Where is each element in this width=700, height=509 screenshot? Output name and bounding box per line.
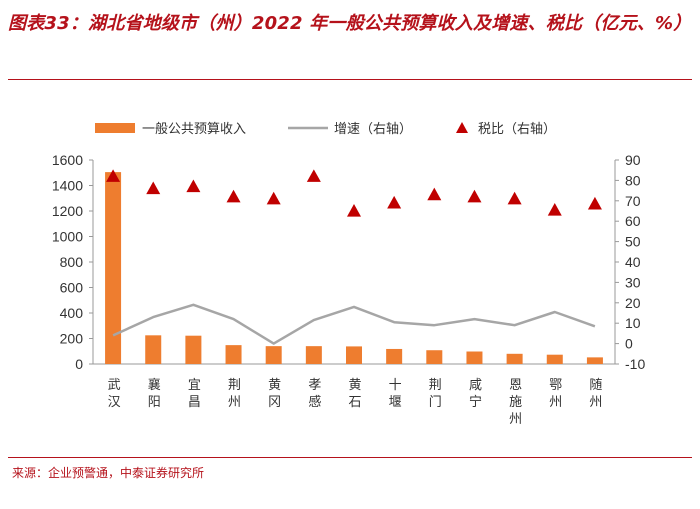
- right-axis-tick-label: 90: [625, 152, 641, 168]
- right-axis-tick-label: 10: [625, 315, 641, 331]
- right-axis-tick-label: -10: [625, 356, 645, 372]
- revenue-bar: [386, 348, 403, 364]
- category-label: 鄂州: [549, 378, 562, 410]
- revenue-bar: [426, 350, 443, 364]
- legend-label-growth: 增速（右轴）: [334, 122, 412, 137]
- category-label: 孝感: [308, 378, 321, 410]
- revenue-bar: [265, 346, 282, 364]
- right-axis-tick-label: 40: [625, 254, 641, 270]
- left-axis-tick-label: 400: [60, 305, 84, 321]
- right-axis-tick-label: 50: [625, 234, 641, 250]
- revenue-bar: [506, 353, 523, 364]
- chart-title: 图表33：湖北省地级市（州）2022 年一般公共预算收入及增速、税比（亿元、%）: [8, 13, 692, 34]
- legend-label-revenue: 一般公共预算收入: [142, 121, 246, 137]
- revenue-bar: [305, 346, 322, 364]
- category-label: 咸宁: [469, 378, 482, 410]
- revenue-bar: [546, 354, 563, 364]
- tax-ratio-marker: [106, 169, 121, 182]
- legend-swatch-tax: [456, 122, 468, 133]
- title-divider: [8, 79, 692, 80]
- right-axis-tick-label: 0: [625, 336, 633, 352]
- category-label: 恩施州: [509, 378, 522, 427]
- legend-label-tax: 税比（右轴）: [478, 122, 556, 137]
- category-label: 十堰: [389, 378, 402, 410]
- revenue-bar: [145, 335, 162, 364]
- revenue-bar: [466, 351, 483, 364]
- tax-ratio-marker: [467, 189, 482, 203]
- right-axis-tick-label: 20: [625, 295, 641, 311]
- tax-ratio-marker: [347, 204, 361, 217]
- left-axis-tick-label: 1600: [52, 152, 83, 168]
- left-axis-tick-label: 600: [60, 280, 84, 296]
- tax-ratio-marker: [266, 191, 281, 205]
- right-axis-tick-label: 60: [625, 213, 641, 229]
- revenue-bar: [225, 345, 242, 364]
- tax-ratio-marker: [226, 189, 241, 203]
- tax-ratio-marker: [547, 202, 562, 216]
- tax-ratio-marker: [387, 195, 402, 209]
- category-label: 荆门: [429, 377, 442, 410]
- tax-ratio-marker: [146, 181, 161, 195]
- growth-line: [112, 303, 596, 345]
- revenue-bar: [185, 335, 202, 364]
- tax-ratio-marker: [427, 187, 442, 201]
- source-note: 来源：企业预警通，中泰证券研究所: [12, 466, 205, 480]
- tax-ratio-marker: [306, 169, 321, 182]
- right-axis-tick-label: 80: [625, 172, 641, 188]
- category-label: 武汉: [108, 378, 121, 410]
- left-axis-tick-label: 1000: [52, 229, 83, 245]
- revenue-bar: [105, 172, 122, 364]
- right-axis-tick-label: 70: [625, 193, 641, 209]
- category-label: 荆州: [228, 377, 241, 410]
- right-axis-tick-label: 30: [625, 274, 641, 290]
- category-label: 随州: [589, 378, 602, 410]
- tax-ratio-marker: [507, 191, 522, 205]
- footer-divider: [8, 457, 692, 458]
- category-label: 宜昌: [188, 378, 201, 410]
- category-label: 黄冈: [268, 378, 281, 410]
- category-label: 襄阳: [148, 377, 161, 410]
- tax-ratio-marker: [587, 196, 602, 210]
- left-axis-tick-label: 0: [75, 356, 83, 372]
- left-axis-tick-label: 200: [60, 331, 84, 347]
- revenue-bar: [346, 346, 362, 364]
- left-axis-tick-label: 800: [60, 254, 84, 270]
- tax-ratio-marker: [186, 179, 201, 193]
- revenue-bar: [586, 357, 603, 364]
- left-axis-tick-label: 1400: [52, 178, 83, 194]
- category-label: 黄石: [348, 378, 361, 410]
- legend-swatch-revenue: [95, 123, 135, 133]
- left-axis-tick-label: 1200: [52, 203, 83, 219]
